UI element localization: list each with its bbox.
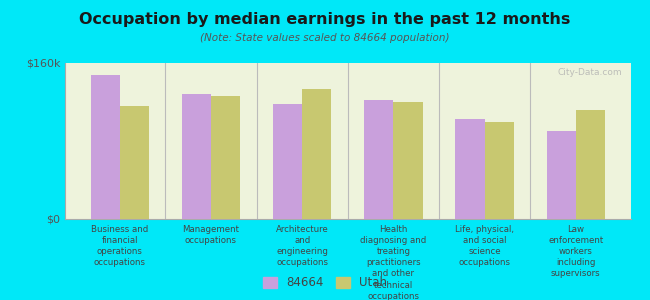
Bar — [576, 110, 605, 219]
Bar — [302, 89, 332, 219]
Bar — [211, 96, 240, 219]
Bar — [393, 102, 422, 219]
Text: Management
occupations: Management occupations — [183, 225, 239, 245]
Text: City-Data.com: City-Data.com — [558, 68, 622, 77]
Bar — [120, 106, 149, 219]
Bar — [456, 118, 484, 219]
Text: (Note: State values scaled to 84664 population): (Note: State values scaled to 84664 popu… — [200, 33, 450, 43]
Text: Architecture
and
engineering
occupations: Architecture and engineering occupations — [276, 225, 328, 267]
Text: Business and
financial
operations
occupations: Business and financial operations occupa… — [91, 225, 148, 267]
Bar — [90, 75, 120, 219]
Bar — [182, 94, 211, 219]
Text: Law
enforcement
workers
including
supervisors: Law enforcement workers including superv… — [548, 225, 603, 278]
Bar — [273, 104, 302, 219]
Text: Occupation by median earnings in the past 12 months: Occupation by median earnings in the pas… — [79, 12, 571, 27]
Legend: 84664, Utah: 84664, Utah — [258, 272, 392, 294]
Bar — [547, 131, 576, 219]
Text: Life, physical,
and social
science
occupations: Life, physical, and social science occup… — [455, 225, 514, 267]
Bar — [484, 122, 514, 219]
Text: Health
diagnosing and
treating
practitioners
and other
technical
occupations: Health diagnosing and treating practitio… — [360, 225, 426, 300]
Bar — [364, 100, 393, 219]
